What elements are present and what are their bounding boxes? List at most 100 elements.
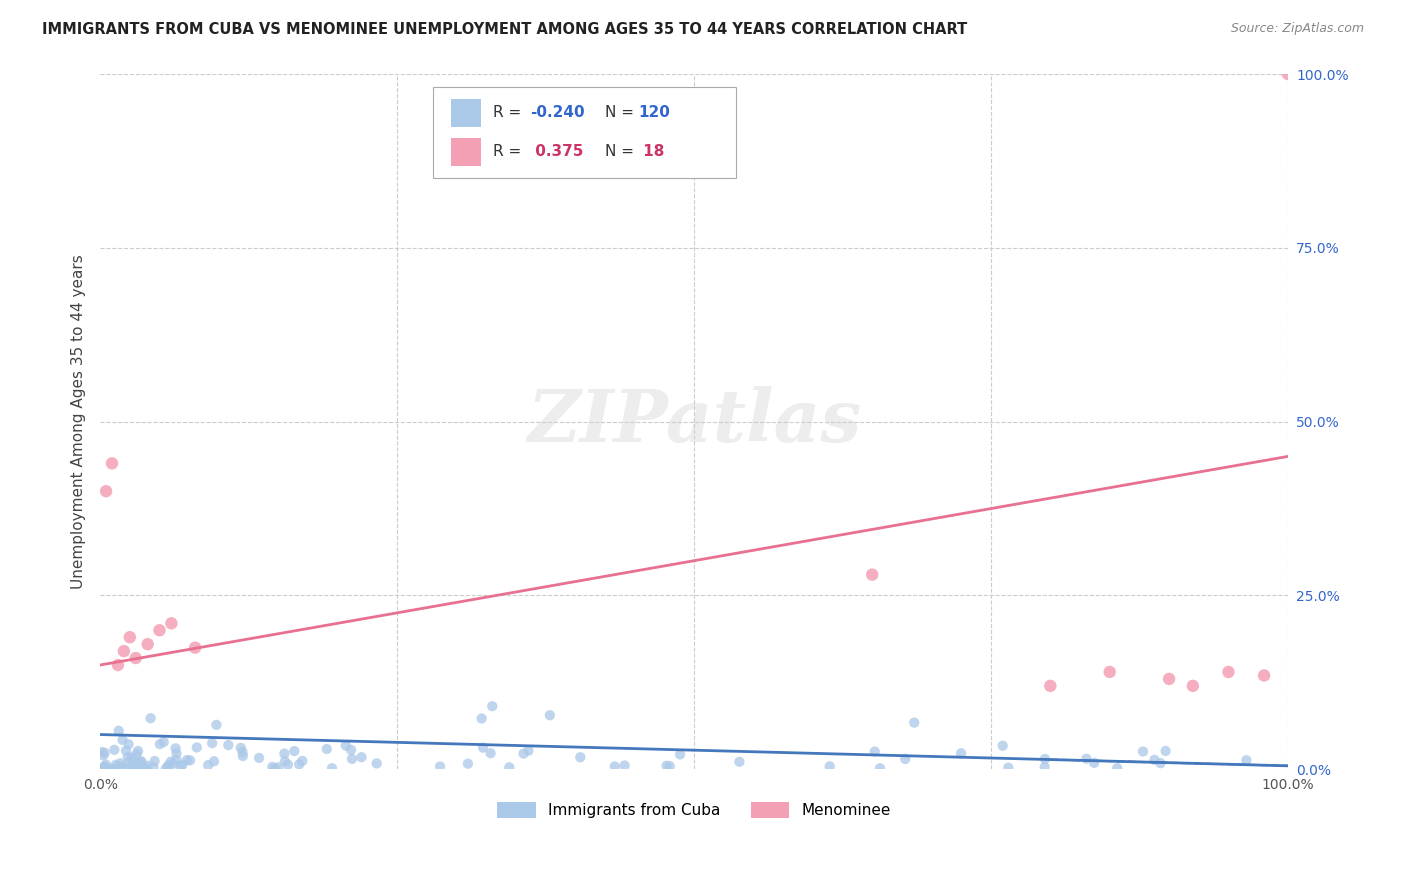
Point [894, 752, 917, 766]
Point [94, 759, 117, 773]
Point [128, 756, 150, 771]
Point [1083, 756, 1105, 770]
Point [217, 738, 239, 752]
Point [103, 762, 125, 776]
Point [94, 484, 117, 499]
Point [117, 756, 139, 770]
Point [315, 742, 337, 756]
Text: R =: R = [494, 105, 526, 120]
Point [107, 723, 129, 738]
Point [111, 760, 134, 774]
Point [603, 759, 626, 773]
Point [112, 644, 135, 658]
Point [108, 759, 131, 773]
Point [160, 755, 183, 769]
Y-axis label: Unemployment Among Ages 35 to 44 years: Unemployment Among Ages 35 to 44 years [72, 254, 86, 589]
Point [283, 744, 305, 758]
Point [186, 740, 208, 755]
Point [93, 748, 115, 763]
Point [125, 747, 148, 761]
Text: N =: N = [605, 105, 638, 120]
Point [131, 755, 153, 769]
Point [498, 760, 520, 774]
Point [274, 754, 297, 768]
Point [538, 708, 561, 723]
Point [1157, 672, 1180, 686]
Point [728, 755, 751, 769]
Point [121, 750, 143, 764]
Point [201, 736, 224, 750]
Point [863, 745, 886, 759]
Text: ZIPatlas: ZIPatlas [527, 386, 860, 458]
Point [166, 747, 188, 761]
Point [143, 754, 166, 768]
Point [340, 743, 363, 757]
Text: 18: 18 [638, 145, 665, 160]
Point [1107, 761, 1129, 775]
Point [93, 760, 115, 774]
Point [997, 761, 1019, 775]
Point [122, 761, 145, 775]
Point [124, 760, 146, 774]
Point [117, 749, 139, 764]
Point [366, 756, 388, 771]
Point [1154, 744, 1177, 758]
Point [205, 718, 228, 732]
Point [247, 751, 270, 765]
Point [288, 757, 311, 772]
Text: IMMIGRANTS FROM CUBA VS MENOMINEE UNEMPLOYMENT AMONG AGES 35 TO 44 YEARS CORRELA: IMMIGRANTS FROM CUBA VS MENOMINEE UNEMPL… [42, 22, 967, 37]
Point [89, 762, 111, 776]
Point [818, 759, 841, 773]
Point [1181, 679, 1204, 693]
Point [291, 754, 314, 768]
Point [179, 753, 201, 767]
Point [118, 630, 141, 644]
Point [103, 743, 125, 757]
Point [457, 756, 479, 771]
Point [117, 737, 139, 751]
Point [262, 760, 284, 774]
Point [129, 755, 152, 769]
Point [321, 761, 343, 775]
Point [1218, 665, 1240, 679]
Point [1234, 753, 1257, 767]
Point [1277, 67, 1299, 81]
Point [101, 456, 124, 470]
Point [148, 624, 170, 638]
Point [340, 752, 363, 766]
Point [101, 762, 124, 776]
Point [135, 762, 157, 776]
Point [134, 760, 156, 774]
Point [104, 762, 127, 776]
Text: 0.375: 0.375 [530, 145, 583, 160]
Point [111, 732, 134, 747]
Point [1076, 752, 1098, 766]
Point [277, 757, 299, 772]
Point [517, 744, 540, 758]
FancyBboxPatch shape [450, 99, 481, 127]
Point [155, 762, 177, 776]
FancyBboxPatch shape [433, 87, 735, 178]
Point [658, 759, 681, 773]
Point [139, 711, 162, 725]
Point [267, 760, 290, 774]
Point [97, 762, 120, 776]
Point [127, 761, 149, 775]
Point [1033, 760, 1056, 774]
Point [115, 761, 138, 775]
Point [860, 567, 883, 582]
Point [1132, 744, 1154, 758]
Point [160, 616, 183, 631]
Point [991, 739, 1014, 753]
Text: 120: 120 [638, 105, 671, 120]
Point [125, 651, 148, 665]
Point [142, 760, 165, 774]
Point [481, 699, 503, 714]
Point [90, 745, 112, 759]
Point [125, 762, 148, 776]
Point [1039, 679, 1062, 693]
Point [93, 746, 115, 760]
Text: Source: ZipAtlas.com: Source: ZipAtlas.com [1230, 22, 1364, 36]
Point [149, 737, 172, 751]
Point [107, 658, 129, 673]
